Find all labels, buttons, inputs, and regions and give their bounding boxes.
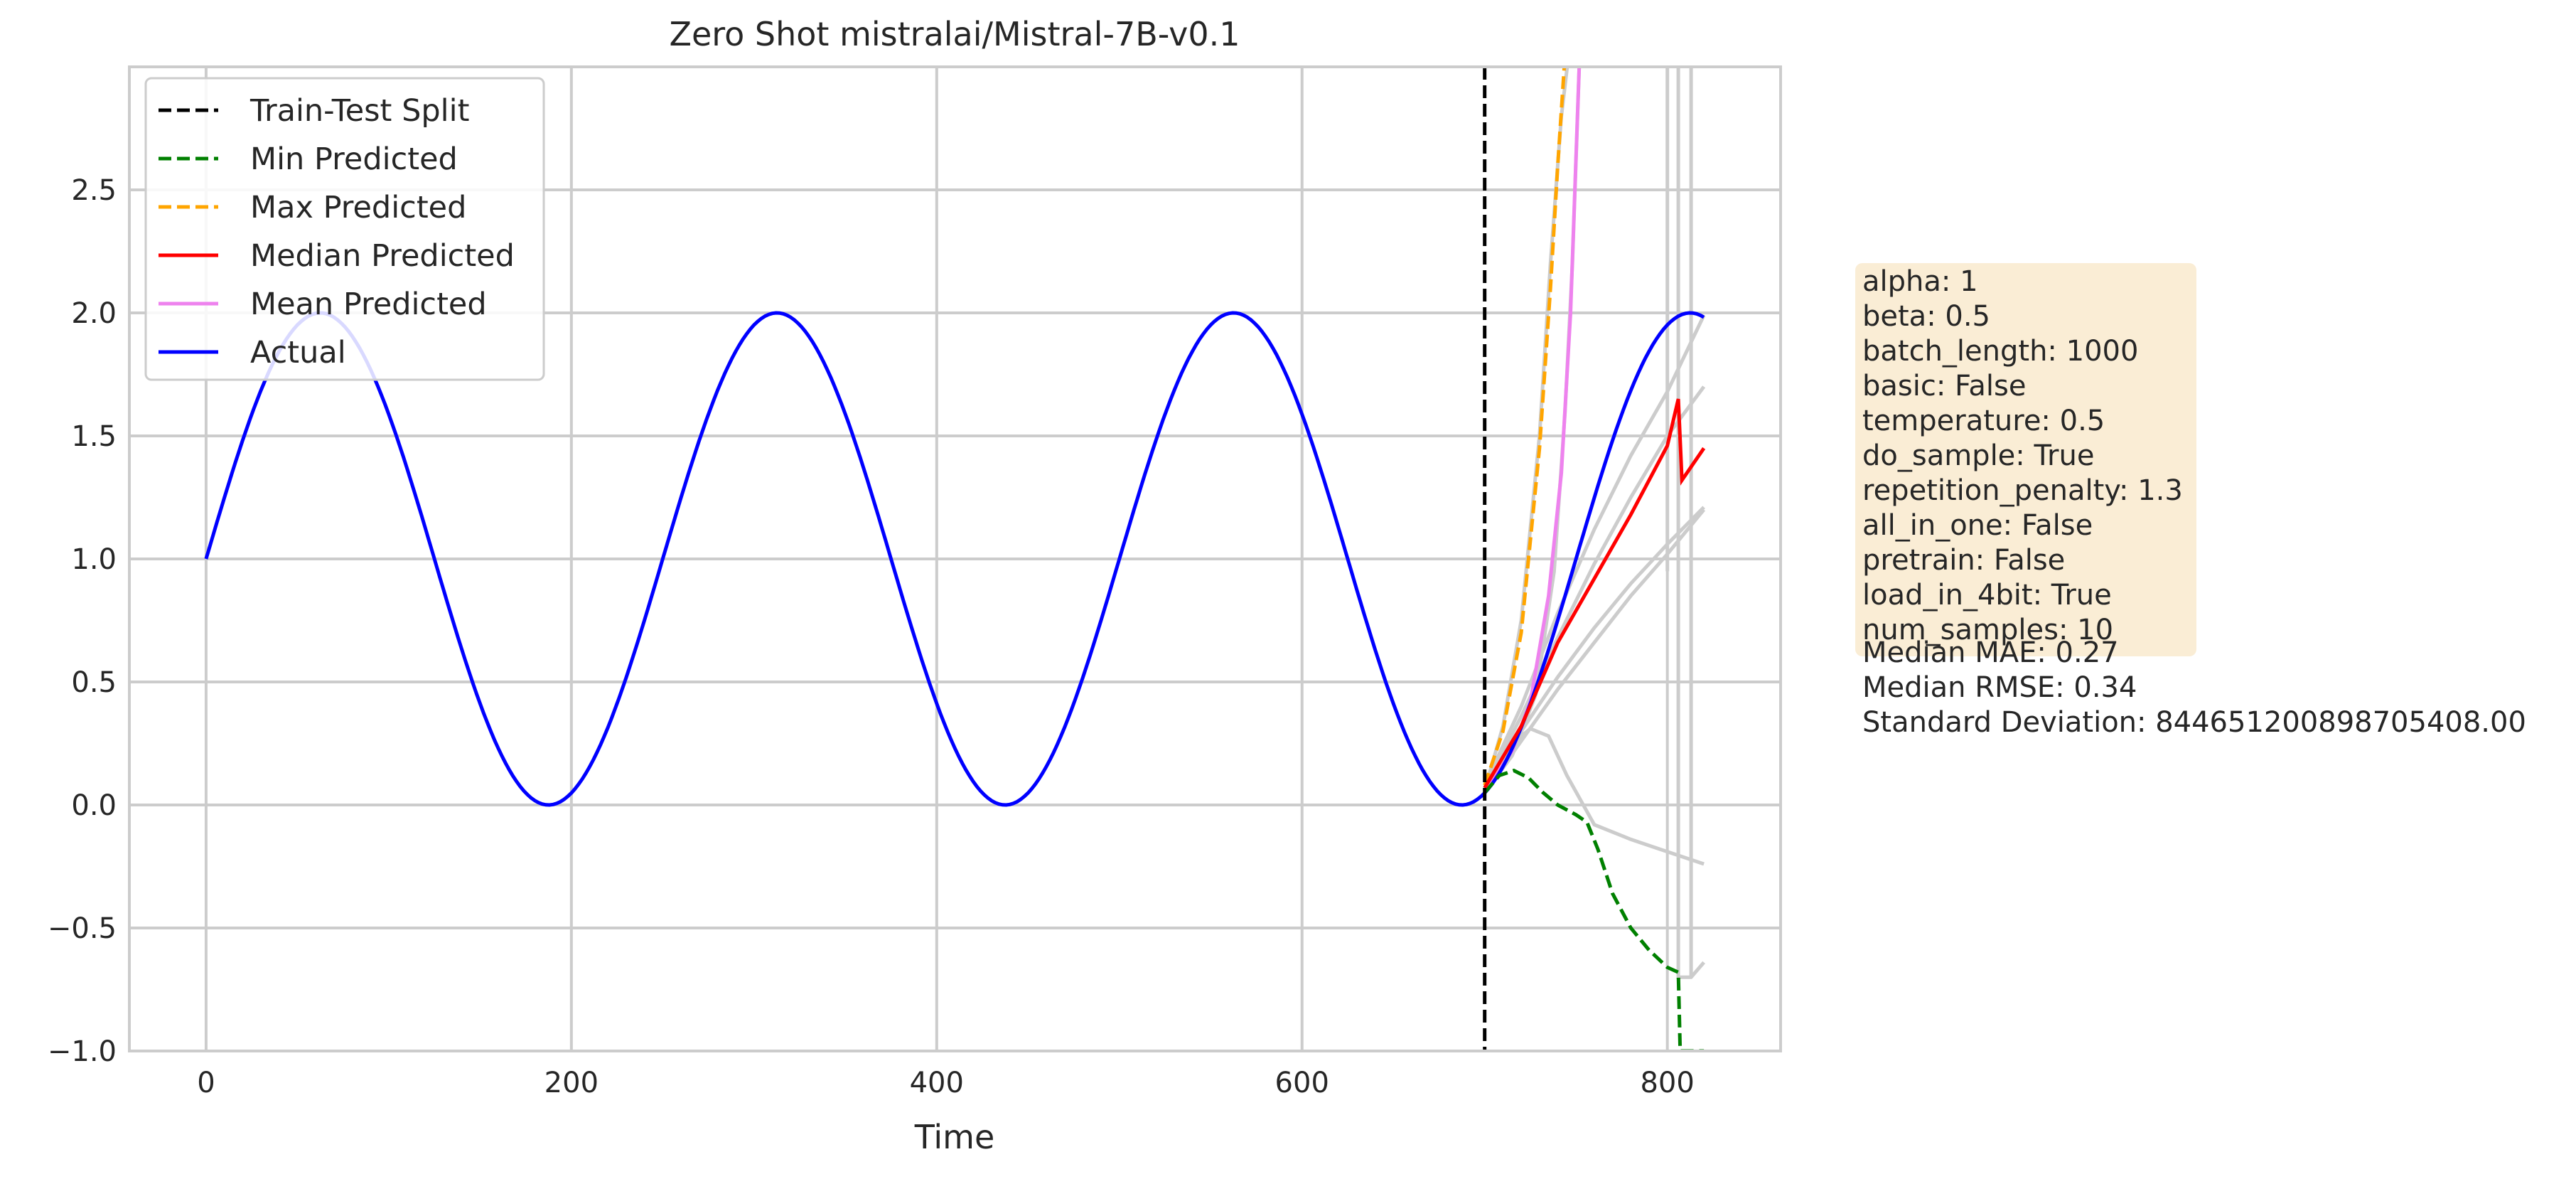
legend-label: Mean Predicted — [250, 287, 487, 322]
legend-box — [144, 77, 545, 381]
parameters-text: alpha: 1 beta: 0.5 batch_length: 1000 basic… — [1862, 265, 2183, 648]
series-line — [1483, 398, 1706, 789]
y-tick-label: 2.5 — [71, 174, 117, 207]
x-axis-label: Time — [914, 1118, 995, 1156]
series-line — [1483, 67, 1567, 786]
y-tick-label: 0.5 — [71, 666, 117, 699]
y-tick-label: −1.0 — [48, 1035, 117, 1068]
legend-label: Max Predicted — [250, 190, 466, 225]
parameter-line: basic: False — [1862, 370, 2027, 402]
parameter-line: do_sample: True — [1862, 439, 2095, 472]
legend: Train-Test Split Min Predicted Max Predict… — [144, 77, 545, 381]
parameter-line: repetition_penalty: 1.3 — [1862, 474, 2183, 507]
parameter-line: pretrain: False — [1862, 544, 2066, 577]
grid — [129, 67, 1781, 1052]
x-tick-label: 0 — [197, 1067, 215, 1099]
chart-title: Zero Shot mistralai/Mistral-7B-v0.1 — [669, 15, 1240, 53]
actual-line — [204, 311, 1705, 807]
parameter-line: batch_length: 1000 — [1862, 335, 2139, 368]
parameters-box — [1855, 263, 2196, 656]
metric-line: Median MAE: 0.27 — [1862, 636, 2119, 669]
x-tick-label: 800 — [1640, 1067, 1694, 1099]
y-tick-label: 2.0 — [71, 297, 117, 330]
parameter-line: alpha: 1 — [1862, 265, 1978, 298]
x-tick-label: 200 — [544, 1067, 599, 1099]
legend-label: Min Predicted — [250, 142, 458, 177]
metric-line: Standard Deviation: 844651200898705408.0… — [1862, 706, 2526, 739]
sample-line — [1676, 67, 1705, 979]
series-line — [1483, 768, 1705, 1051]
parameter-line: beta: 0.5 — [1862, 300, 1990, 333]
y-tick-label: 1.5 — [71, 420, 117, 453]
metric-line: Median RMSE: 0.34 — [1862, 671, 2137, 704]
tick-labels: 0 200 400 600 800 −1.0 −0.5 0.0 0.5 1.0 1.5 2.0 2.5 — [48, 174, 1695, 1099]
x-tick-label: 600 — [1275, 1067, 1329, 1099]
parameter-line: temperature: 0.5 — [1862, 405, 2105, 437]
legend-label: Median Predicted — [250, 238, 515, 274]
parameter-line: all_in_one: False — [1862, 509, 2093, 542]
y-tick-label: −0.5 — [48, 912, 117, 945]
legend-label: Train-Test Split — [249, 93, 469, 129]
y-tick-label: 1.0 — [71, 543, 117, 576]
metrics-text: Median MAE: 0.27 Median RMSE: 0.34 Standar… — [1862, 636, 2526, 740]
plot-frame — [128, 65, 1782, 1052]
legend-label: Actual — [250, 335, 346, 370]
parameter-line: num_samples: 10 — [1862, 614, 2114, 646]
series-lines — [204, 67, 1706, 1051]
y-tick-label: 0.0 — [71, 789, 117, 822]
x-tick-label: 400 — [910, 1067, 964, 1099]
parameter-line: load_in_4bit: True — [1862, 579, 2112, 612]
